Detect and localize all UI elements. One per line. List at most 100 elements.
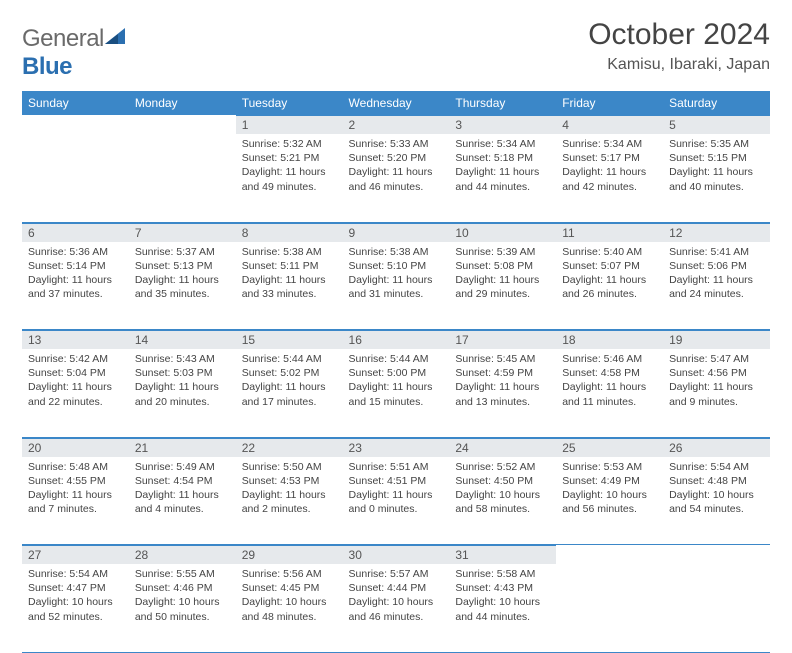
calendar-cell: Sunrise: 5:38 AMSunset: 5:10 PMDaylight:…	[343, 242, 450, 330]
cell-body: Sunrise: 5:49 AMSunset: 4:54 PMDaylight:…	[129, 457, 236, 523]
calendar-cell: Sunrise: 5:39 AMSunset: 5:08 PMDaylight:…	[449, 242, 556, 330]
sunset-line: Sunset: 5:18 PM	[455, 151, 550, 165]
calendar-cell: Sunrise: 5:48 AMSunset: 4:55 PMDaylight:…	[22, 457, 129, 545]
cell-body: Sunrise: 5:41 AMSunset: 5:06 PMDaylight:…	[663, 242, 770, 308]
sunrise-line: Sunrise: 5:33 AM	[349, 137, 444, 151]
calendar-cell-head	[663, 545, 770, 565]
sunrise-line: Sunrise: 5:47 AM	[669, 352, 764, 366]
calendar-cell-head: 26	[663, 437, 770, 457]
daylight-line: Daylight: 11 hours and 22 minutes.	[28, 380, 123, 408]
daylight-line: Daylight: 11 hours and 46 minutes.	[349, 165, 444, 193]
calendar-cell-head: 27	[22, 545, 129, 565]
calendar-cell-head: 3	[449, 115, 556, 134]
sunrise-line: Sunrise: 5:56 AM	[242, 567, 337, 581]
daylight-line: Daylight: 11 hours and 11 minutes.	[562, 380, 657, 408]
calendar-cell-head: 24	[449, 437, 556, 457]
daylight-line: Daylight: 11 hours and 29 minutes.	[455, 273, 550, 301]
cell-body: Sunrise: 5:37 AMSunset: 5:13 PMDaylight:…	[129, 242, 236, 308]
daylight-line: Daylight: 11 hours and 42 minutes.	[562, 165, 657, 193]
calendar-cell-head	[22, 115, 129, 134]
day-number: 5	[663, 115, 770, 134]
calendar-cell-head: 28	[129, 545, 236, 565]
sunrise-line: Sunrise: 5:42 AM	[28, 352, 123, 366]
sunrise-line: Sunrise: 5:45 AM	[455, 352, 550, 366]
calendar-cell: Sunrise: 5:58 AMSunset: 4:43 PMDaylight:…	[449, 564, 556, 652]
location-label: Kamisu, Ibaraki, Japan	[588, 56, 770, 74]
title-block: October 2024 Kamisu, Ibaraki, Japan	[588, 18, 770, 74]
daylight-line: Daylight: 11 hours and 0 minutes.	[349, 488, 444, 516]
calendar-cell: Sunrise: 5:47 AMSunset: 4:56 PMDaylight:…	[663, 349, 770, 437]
cell-body: Sunrise: 5:34 AMSunset: 5:18 PMDaylight:…	[449, 134, 556, 200]
calendar-cell: Sunrise: 5:44 AMSunset: 5:02 PMDaylight:…	[236, 349, 343, 437]
calendar-cell	[22, 134, 129, 222]
daylight-line: Daylight: 10 hours and 54 minutes.	[669, 488, 764, 516]
daylight-line: Daylight: 11 hours and 20 minutes.	[135, 380, 230, 408]
sunset-line: Sunset: 4:56 PM	[669, 366, 764, 380]
calendar-cell-head: 19	[663, 330, 770, 350]
sunrise-line: Sunrise: 5:36 AM	[28, 245, 123, 259]
calendar-cell: Sunrise: 5:50 AMSunset: 4:53 PMDaylight:…	[236, 457, 343, 545]
sunset-line: Sunset: 4:45 PM	[242, 581, 337, 595]
sunset-line: Sunset: 5:07 PM	[562, 259, 657, 273]
day-header: Sunday	[22, 91, 129, 115]
daylight-line: Daylight: 10 hours and 46 minutes.	[349, 595, 444, 623]
calendar-cell: Sunrise: 5:44 AMSunset: 5:00 PMDaylight:…	[343, 349, 450, 437]
calendar-cell: Sunrise: 5:35 AMSunset: 5:15 PMDaylight:…	[663, 134, 770, 222]
calendar-cell-head: 4	[556, 115, 663, 134]
cell-body: Sunrise: 5:38 AMSunset: 5:10 PMDaylight:…	[343, 242, 450, 308]
sunrise-line: Sunrise: 5:54 AM	[28, 567, 123, 581]
calendar-cell: Sunrise: 5:41 AMSunset: 5:06 PMDaylight:…	[663, 242, 770, 330]
daylight-line: Daylight: 10 hours and 56 minutes.	[562, 488, 657, 516]
calendar-cell: Sunrise: 5:34 AMSunset: 5:17 PMDaylight:…	[556, 134, 663, 222]
calendar-cell-head: 21	[129, 437, 236, 457]
sunset-line: Sunset: 5:17 PM	[562, 151, 657, 165]
sunset-line: Sunset: 4:50 PM	[455, 474, 550, 488]
calendar-cell: Sunrise: 5:40 AMSunset: 5:07 PMDaylight:…	[556, 242, 663, 330]
sunset-line: Sunset: 4:43 PM	[455, 581, 550, 595]
sunset-line: Sunset: 4:46 PM	[135, 581, 230, 595]
day-number: 1	[236, 115, 343, 134]
sunset-line: Sunset: 5:02 PM	[242, 366, 337, 380]
calendar-cell	[129, 134, 236, 222]
day-number: 23	[343, 438, 450, 457]
day-number: 8	[236, 223, 343, 242]
calendar-cell-head: 16	[343, 330, 450, 350]
triangle-icon	[104, 24, 126, 46]
day-number: 18	[556, 330, 663, 349]
calendar-cell: Sunrise: 5:38 AMSunset: 5:11 PMDaylight:…	[236, 242, 343, 330]
sunrise-line: Sunrise: 5:32 AM	[242, 137, 337, 151]
day-number: 31	[449, 545, 556, 564]
brand-part1: General	[22, 25, 104, 52]
cell-body: Sunrise: 5:57 AMSunset: 4:44 PMDaylight:…	[343, 564, 450, 630]
day-number: 10	[449, 223, 556, 242]
calendar-cell: Sunrise: 5:53 AMSunset: 4:49 PMDaylight:…	[556, 457, 663, 545]
sunrise-line: Sunrise: 5:40 AM	[562, 245, 657, 259]
sunrise-line: Sunrise: 5:51 AM	[349, 460, 444, 474]
calendar-table: SundayMondayTuesdayWednesdayThursdayFrid…	[22, 91, 770, 653]
calendar-cell-head: 5	[663, 115, 770, 134]
sunset-line: Sunset: 5:11 PM	[242, 259, 337, 273]
day-number: 17	[449, 330, 556, 349]
calendar-cell	[663, 564, 770, 652]
sunset-line: Sunset: 5:13 PM	[135, 259, 230, 273]
cell-body: Sunrise: 5:35 AMSunset: 5:15 PMDaylight:…	[663, 134, 770, 200]
sunset-line: Sunset: 5:03 PM	[135, 366, 230, 380]
day-number: 30	[343, 545, 450, 564]
calendar-cell-head	[556, 545, 663, 565]
calendar-cell: Sunrise: 5:55 AMSunset: 4:46 PMDaylight:…	[129, 564, 236, 652]
cell-body: Sunrise: 5:50 AMSunset: 4:53 PMDaylight:…	[236, 457, 343, 523]
calendar-cell: Sunrise: 5:51 AMSunset: 4:51 PMDaylight:…	[343, 457, 450, 545]
sunset-line: Sunset: 4:53 PM	[242, 474, 337, 488]
calendar-cell: Sunrise: 5:54 AMSunset: 4:47 PMDaylight:…	[22, 564, 129, 652]
calendar-cell: Sunrise: 5:33 AMSunset: 5:20 PMDaylight:…	[343, 134, 450, 222]
day-number: 13	[22, 330, 129, 349]
calendar-cell-head: 10	[449, 222, 556, 242]
calendar-cell-head: 7	[129, 222, 236, 242]
calendar-cell: Sunrise: 5:54 AMSunset: 4:48 PMDaylight:…	[663, 457, 770, 545]
daylight-line: Daylight: 11 hours and 37 minutes.	[28, 273, 123, 301]
calendar-cell-head: 22	[236, 437, 343, 457]
sunset-line: Sunset: 5:08 PM	[455, 259, 550, 273]
calendar-cell-head: 23	[343, 437, 450, 457]
brand-text: General Blue	[22, 24, 126, 81]
brand-part2: Blue	[22, 53, 72, 80]
